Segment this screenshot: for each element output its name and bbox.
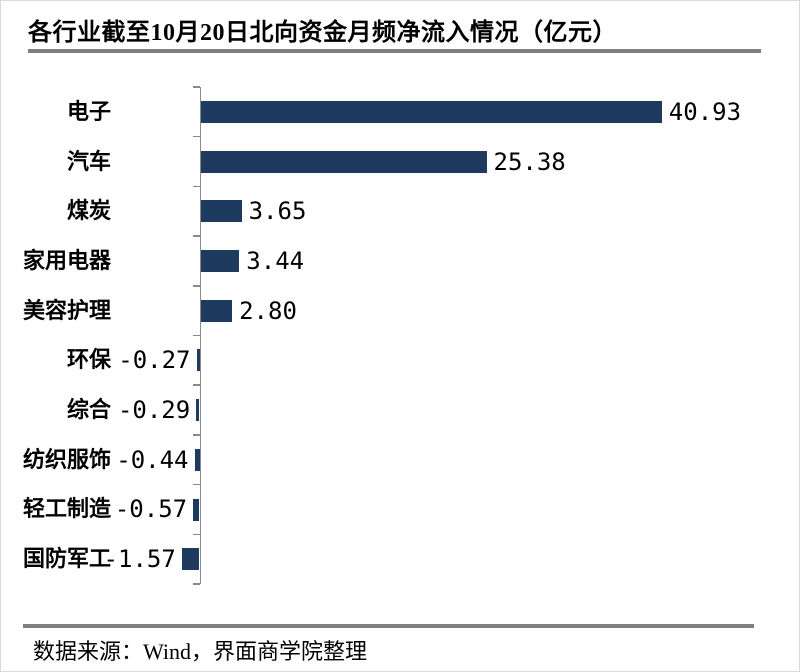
category-label: 环保 bbox=[66, 347, 111, 373]
source-note: 数据来源：Wind，界面商学院整理 bbox=[33, 639, 367, 664]
category-label: 煤炭 bbox=[66, 198, 111, 224]
axis-tick bbox=[192, 135, 200, 138]
axis-tick bbox=[192, 533, 200, 536]
title-divider bbox=[28, 49, 761, 53]
chart-title: 各行业截至10月20日北向资金月频净流入情况（亿元） bbox=[28, 20, 617, 46]
value-label: 3.44 bbox=[246, 246, 305, 275]
bar bbox=[200, 299, 233, 322]
value-label: 25.38 bbox=[493, 147, 566, 176]
bar bbox=[196, 349, 200, 372]
axis-tick bbox=[192, 235, 200, 237]
category-label: 家用电器 bbox=[22, 247, 111, 273]
bar bbox=[194, 448, 200, 471]
bar-chart-plot-area: 电子 40.93 汽车 25.38 煤炭 3.65 家用电器 3.44 美容护理 2.80 环保 -0… bbox=[1, 1, 799, 611]
category-label: 电子 bbox=[66, 98, 111, 124]
value-label: -0.29 bbox=[117, 396, 191, 425]
category-label: 美容护理 bbox=[22, 297, 111, 323]
axis-tick bbox=[192, 285, 200, 287]
axis-tick bbox=[192, 434, 200, 436]
category-label: 国防军工 bbox=[22, 546, 111, 572]
bar bbox=[181, 548, 200, 571]
value-label: 40.93 bbox=[668, 97, 742, 126]
value-label: -0.44 bbox=[116, 445, 189, 474]
axis-tick bbox=[192, 334, 200, 337]
footer-divider bbox=[23, 624, 754, 628]
category-label: 纺织服饰 bbox=[22, 446, 111, 472]
value-label: -0.27 bbox=[118, 346, 191, 375]
category-label: 轻工制造 bbox=[22, 496, 111, 522]
bar bbox=[200, 200, 242, 223]
category-label: 汽车 bbox=[66, 148, 111, 174]
value-label: -1.57 bbox=[103, 545, 176, 574]
axis-tick bbox=[192, 185, 200, 188]
axis-tick bbox=[192, 483, 200, 486]
bar bbox=[196, 399, 200, 422]
value-label: 3.65 bbox=[248, 197, 307, 226]
category-label: 综合 bbox=[66, 397, 111, 423]
axis-tick bbox=[192, 583, 200, 585]
bar bbox=[200, 100, 662, 123]
bar bbox=[200, 250, 240, 272]
value-label: -0.57 bbox=[114, 495, 188, 524]
bar bbox=[193, 498, 200, 521]
axis-tick bbox=[192, 86, 200, 88]
axis-tick bbox=[192, 384, 200, 386]
category-axis-line bbox=[199, 87, 201, 584]
bar bbox=[200, 150, 487, 173]
value-label: 2.80 bbox=[239, 296, 297, 325]
